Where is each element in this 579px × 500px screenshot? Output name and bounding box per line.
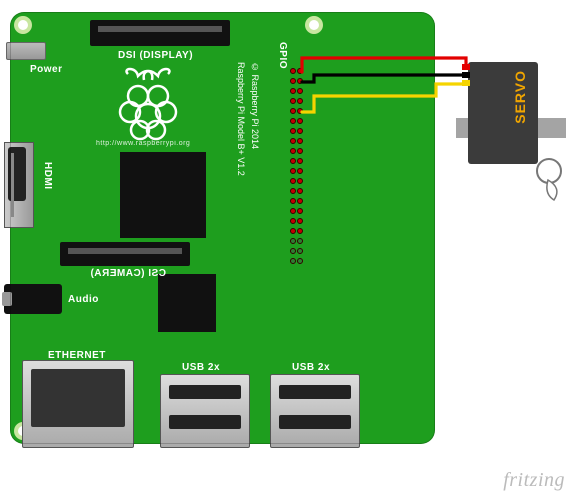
gpio-pin [290,208,296,214]
gpio-pin-row [290,138,303,148]
gpio-pin [290,98,296,104]
gpio-pin [290,88,296,94]
mount-hole [305,16,323,34]
dsi-connector [90,20,230,46]
csi-connector [60,242,190,266]
gpio-pin-row [290,78,303,88]
gpio-pin-row [290,98,303,108]
gpio-pin [297,78,303,84]
gpio-pin [290,198,296,204]
gpio-pin [297,128,303,134]
gpio-pin [297,98,303,104]
gpio-pin [290,118,296,124]
gpio-pin [290,188,296,194]
soc-chip [120,152,206,238]
credit-label: fritzing [503,469,565,492]
gpio-pin-row [290,68,303,78]
dsi-label: DSI (DISPLAY) [118,50,193,61]
gpio-pin [297,68,303,74]
gpio-pin [297,158,303,164]
ethernet-port [22,360,134,448]
url-label: http://www.raspberrypi.org [96,140,190,147]
servo-motor: SERVO [456,62,566,192]
servo-label: SERVO [512,70,528,124]
gpio-pin [297,188,303,194]
mount-hole [14,16,32,34]
audio-jack [4,284,62,314]
gpio-pin [297,258,303,264]
gpio-pin-row [290,238,303,248]
raspberry-pi-board: Power DSI (DISPLAY) http://www.raspberry… [10,12,435,444]
usb-a-label: USB 2x [182,362,220,373]
gpio-header [290,68,303,268]
gpio-pin-row [290,148,303,158]
gpio-pin [297,148,303,154]
gpio-pin [297,138,303,144]
gpio-pin [290,238,296,244]
gpio-pin [290,128,296,134]
gpio-pin [290,148,296,154]
gpio-pin-row [290,88,303,98]
usb-chip [158,274,216,332]
usb-b-label: USB 2x [292,362,330,373]
servo-wire-stub-black [462,72,470,78]
gpio-pin [297,178,303,184]
gpio-pin [290,228,296,234]
gpio-pin [290,258,296,264]
gpio-pin [297,218,303,224]
gpio-pin [290,168,296,174]
gpio-pin-row [290,118,303,128]
gpio-pin [297,108,303,114]
gpio-pin [297,118,303,124]
raspberry-logo [108,64,188,147]
gpio-pin-row [290,178,303,188]
gpio-pin [297,248,303,254]
gpio-pin-row [290,128,303,138]
gpio-pin-row [290,158,303,168]
gpio-pin-row [290,258,303,268]
csi-label: CSI (CAMERA) [90,268,166,279]
servo-horn [544,178,566,202]
gpio-label: GPIO [277,42,288,69]
gpio-pin-row [290,248,303,258]
gpio-pin [297,228,303,234]
gpio-pin [290,138,296,144]
gpio-pin [290,68,296,74]
gpio-pin [297,168,303,174]
gpio-pin-row [290,228,303,238]
gpio-pin [290,248,296,254]
gpio-pin-row [290,208,303,218]
micro-usb-power [6,42,46,60]
mount-hole [305,422,323,440]
model-label: Raspberry Pi Model B+ V1.2 [236,62,246,176]
usb-port-b [270,374,360,448]
power-label: Power [30,64,63,75]
gpio-pin [290,218,296,224]
gpio-pin-row [290,188,303,198]
gpio-pin [290,78,296,84]
gpio-pin-row [290,108,303,118]
servo-wire-stub-yellow [462,80,470,86]
gpio-pin [290,108,296,114]
gpio-pin [290,178,296,184]
mount-hole [14,422,32,440]
ethernet-label: ETHERNET [48,350,106,361]
servo-wire-stub-red [462,64,470,70]
gpio-pin [290,158,296,164]
gpio-pin [297,88,303,94]
gpio-pin-row [290,218,303,228]
usb-port-a [160,374,250,448]
hdmi-label: HDMI [42,162,53,190]
hdmi-port [4,142,34,228]
copyright-label: © Raspberry Pi 2014 [250,62,260,149]
gpio-pin-row [290,198,303,208]
gpio-pin [297,198,303,204]
audio-label: Audio [68,294,99,305]
gpio-pin [297,238,303,244]
gpio-pin [297,208,303,214]
gpio-pin-row [290,168,303,178]
